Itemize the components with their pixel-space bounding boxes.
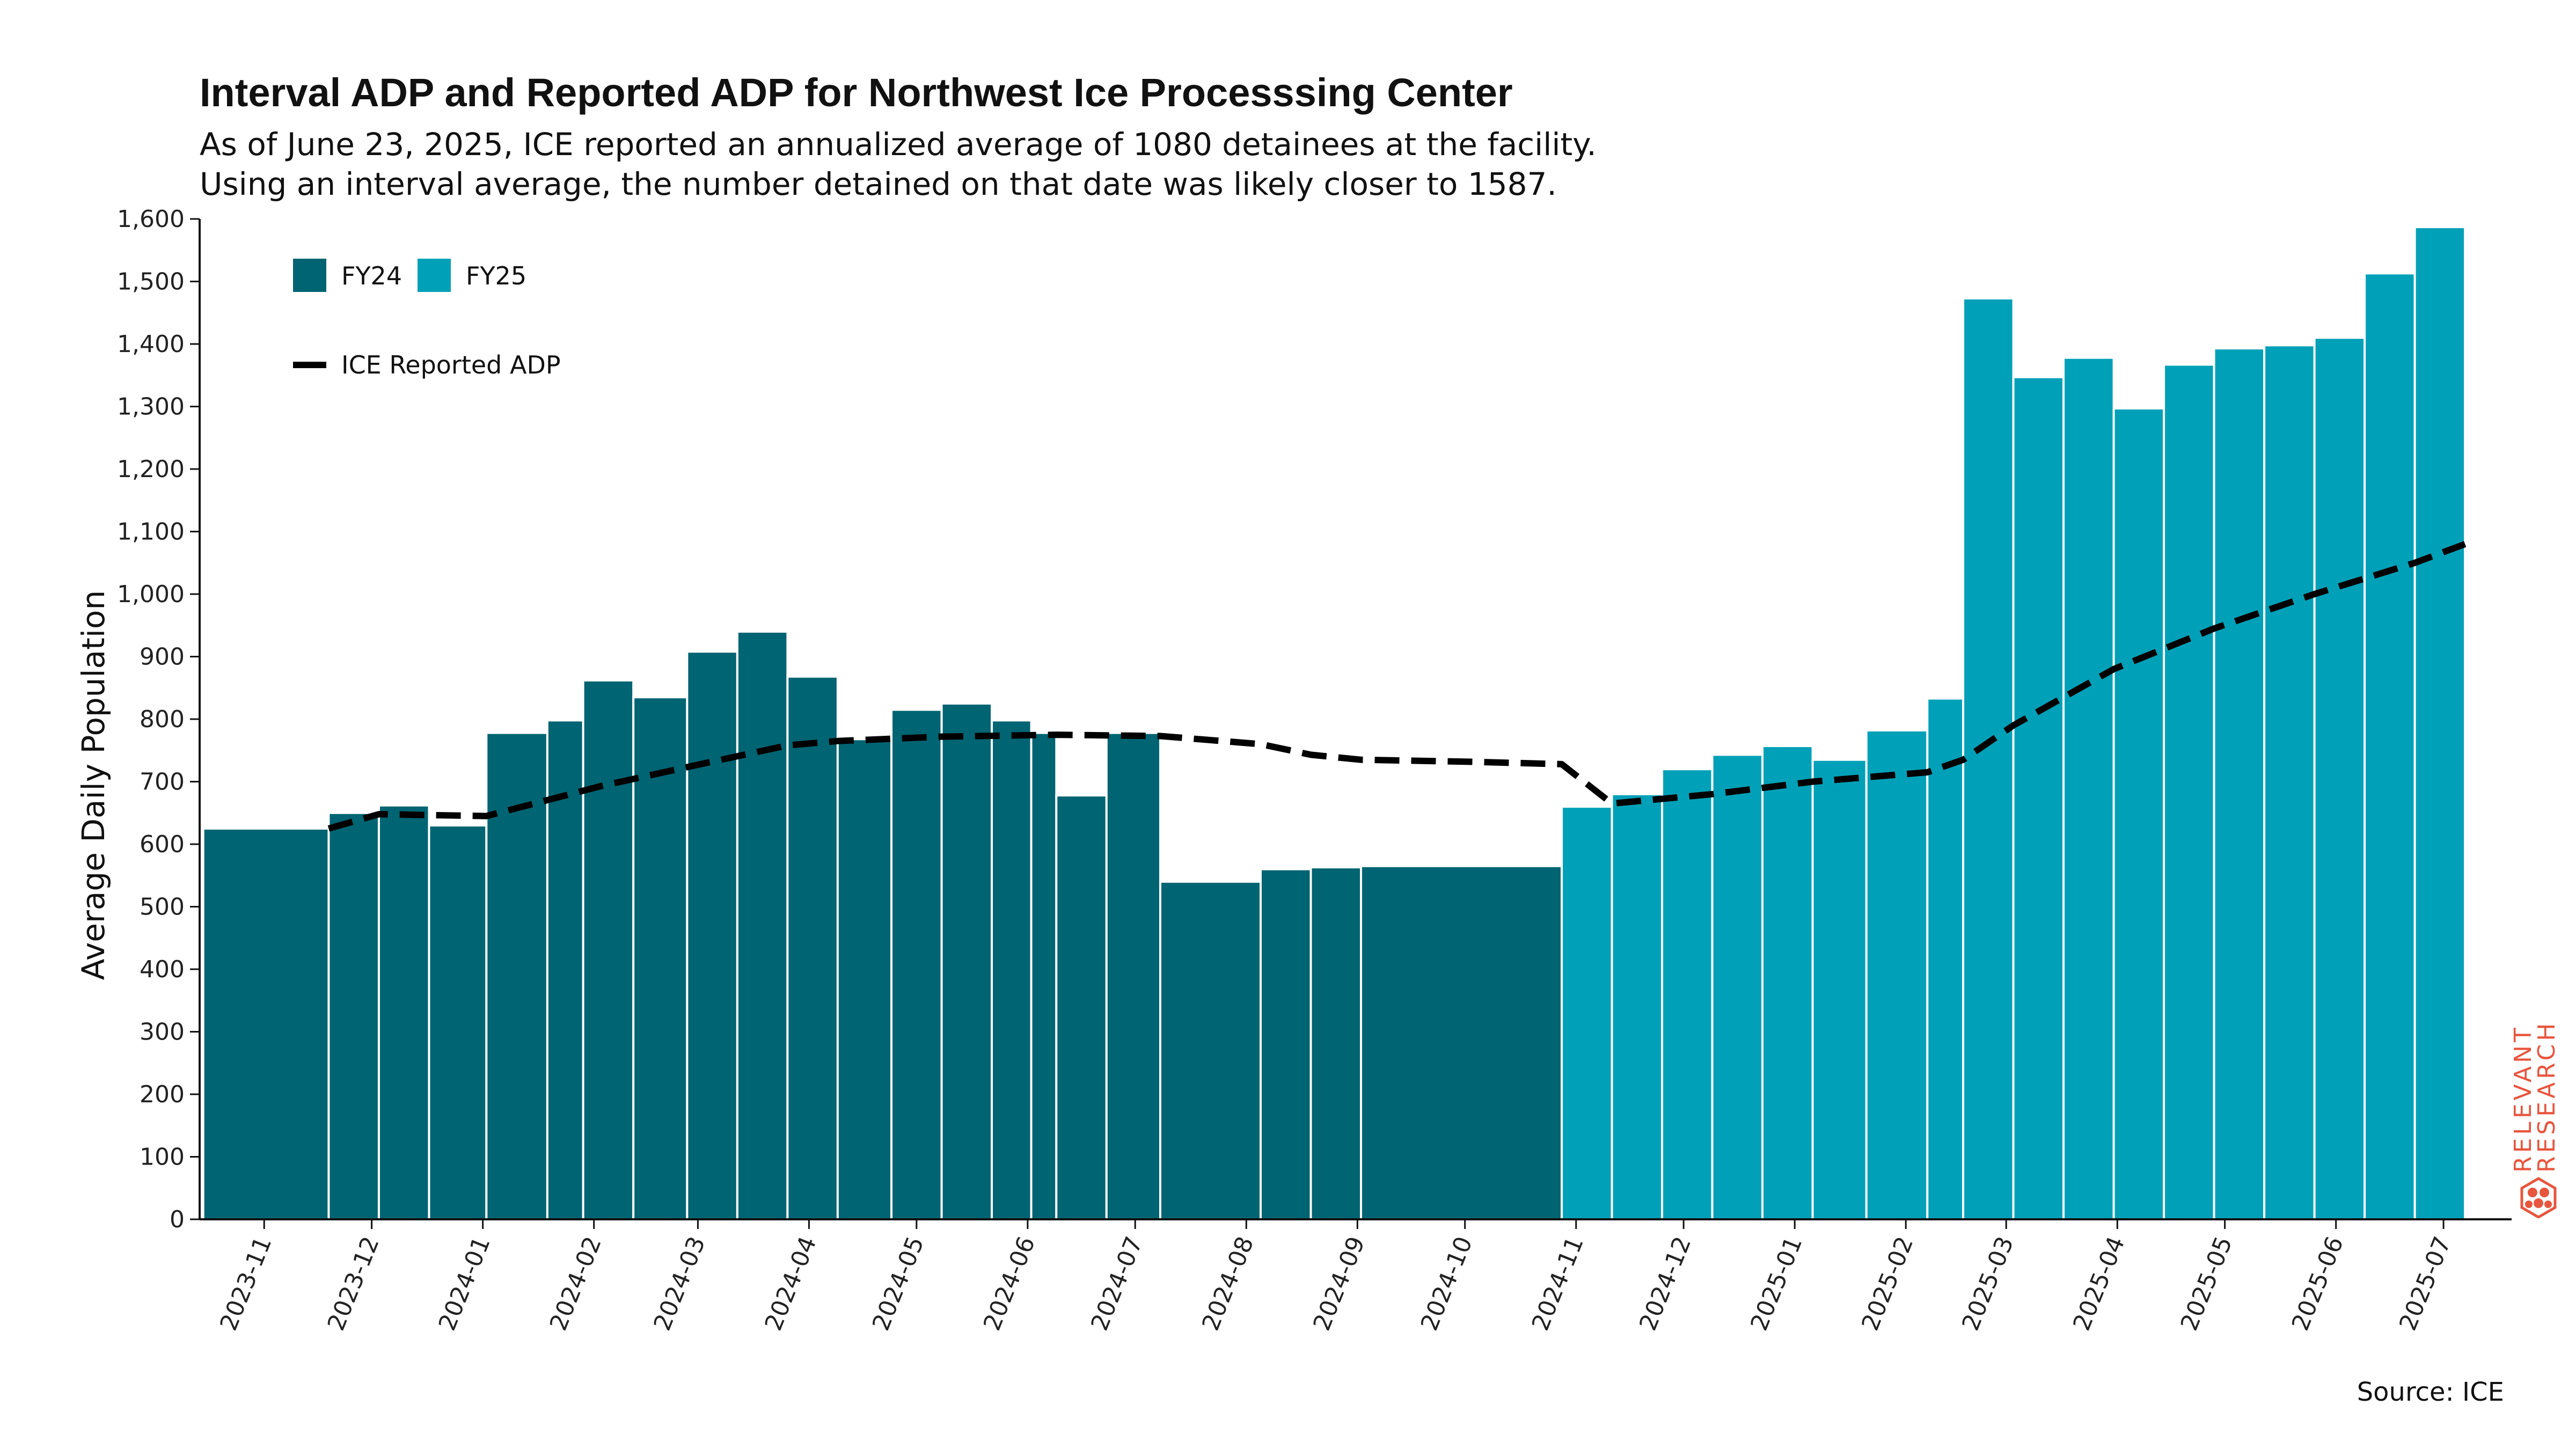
legend-label-fy24: FY24 bbox=[341, 261, 402, 290]
bar-fy25-10 bbox=[2062, 356, 2115, 1220]
y-tick-label-300: 300 bbox=[140, 1019, 185, 1046]
x-tick-label-2024-02: 2024-02 bbox=[545, 1233, 607, 1335]
y-tick-label-900: 900 bbox=[140, 643, 185, 671]
bar-fy24-7 bbox=[632, 696, 689, 1220]
bar-fy25-8 bbox=[1962, 297, 2015, 1221]
bar-fy25-14 bbox=[2263, 344, 2316, 1221]
bar-fy25-12 bbox=[2163, 363, 2215, 1221]
subtitle-line-2: Using an interval average, the number de… bbox=[200, 166, 1557, 202]
x-tick-label-2024-12: 2024-12 bbox=[1634, 1233, 1696, 1335]
bar-fy25-4 bbox=[1761, 745, 1814, 1220]
y-tick-label-1000: 1,000 bbox=[117, 581, 185, 608]
y-tick-label-600: 600 bbox=[140, 831, 185, 858]
y-tick-label-500: 500 bbox=[140, 894, 185, 921]
y-tick-label-1600: 1,600 bbox=[117, 206, 185, 233]
relevant-research-logo: RELEVANT RESEARCH bbox=[2501, 993, 2576, 1219]
x-tick-label-2025-06: 2025-06 bbox=[2287, 1233, 2349, 1335]
hexagon-logo-icon bbox=[2520, 1177, 2557, 1219]
bar-fy24-14 bbox=[991, 719, 1033, 1220]
bar-fy25-1 bbox=[1611, 793, 1664, 1221]
x-tick-label-2024-11: 2024-11 bbox=[1527, 1233, 1589, 1335]
x-tick-label-2024-06: 2024-06 bbox=[978, 1233, 1041, 1335]
bar-fy24-2 bbox=[377, 804, 430, 1220]
ice-reported-adp-line bbox=[327, 541, 2467, 832]
reported-adp-line-layer bbox=[327, 541, 2467, 832]
bar-fy24-16 bbox=[1055, 794, 1108, 1220]
legend: FY24 FY25 ICE Reported ADP bbox=[293, 259, 561, 379]
bar-fy24-12 bbox=[890, 708, 943, 1220]
x-tick-label-2024-03: 2024-03 bbox=[648, 1233, 711, 1335]
y-tick-label-0: 0 bbox=[170, 1206, 185, 1233]
y-tick-label-100: 100 bbox=[140, 1144, 185, 1171]
x-tick-label-2024-05: 2024-05 bbox=[867, 1233, 930, 1335]
x-tick-label-2024-04: 2024-04 bbox=[759, 1233, 822, 1335]
legend-swatch-fy25 bbox=[418, 259, 451, 292]
bar-fy25-11 bbox=[2112, 407, 2165, 1220]
bar-fy25-15 bbox=[2313, 336, 2366, 1220]
x-tick-label-2023-12: 2023-12 bbox=[323, 1233, 385, 1335]
legend-label-reported-adp: ICE Reported ADP bbox=[341, 350, 561, 379]
y-tick-label-200: 200 bbox=[140, 1081, 185, 1108]
chart-subtitle: As of June 23, 2025, ICE reported an ann… bbox=[200, 125, 1597, 204]
bar-fy25-2 bbox=[1661, 768, 1714, 1220]
subtitle-line-1: As of June 23, 2025, ICE reported an ann… bbox=[200, 126, 1597, 163]
bar-fy24-0 bbox=[202, 827, 330, 1220]
x-tick-label-2025-04: 2025-04 bbox=[2068, 1233, 2130, 1335]
bar-fy25-0 bbox=[1561, 806, 1613, 1220]
x-tick-label-2025-02: 2025-02 bbox=[1856, 1233, 1919, 1335]
y-tick-label-1100: 1,100 bbox=[117, 518, 185, 546]
x-tick-label-2025-07: 2025-07 bbox=[2394, 1233, 2456, 1335]
chart-title: Interval ADP and Reported ADP for Northw… bbox=[200, 70, 1513, 115]
x-tick-label-2024-08: 2024-08 bbox=[1197, 1233, 1259, 1335]
bar-fy24-10 bbox=[786, 675, 839, 1220]
brand-line-2: RESEARCH bbox=[2533, 1020, 2560, 1173]
bar-fy24-17 bbox=[1105, 731, 1161, 1220]
bar-fy24-3 bbox=[428, 824, 488, 1221]
bar-fy24-13 bbox=[940, 702, 993, 1220]
bar-fy25-17 bbox=[2413, 226, 2467, 1220]
bar-fy25-7 bbox=[1926, 697, 1965, 1221]
x-tick-label-2025-05: 2025-05 bbox=[2176, 1233, 2238, 1335]
bar-fy24-21 bbox=[1360, 865, 1563, 1220]
bar-fy24-6 bbox=[582, 679, 635, 1220]
bar-fy25-16 bbox=[2363, 272, 2416, 1221]
bar-fy25-3 bbox=[1711, 753, 1764, 1220]
x-tick-label-2024-07: 2024-07 bbox=[1086, 1233, 1148, 1335]
legend-swatch-fy24 bbox=[293, 259, 326, 292]
y-tick-label-1500: 1,500 bbox=[117, 268, 185, 296]
y-tick-label-400: 400 bbox=[140, 956, 185, 983]
y-tick-label-1400: 1,400 bbox=[117, 331, 185, 358]
x-tick-label-2025-03: 2025-03 bbox=[1957, 1233, 2019, 1335]
x-tick-label-2023-11: 2023-11 bbox=[215, 1233, 277, 1335]
bar-fy25-5 bbox=[1811, 758, 1868, 1220]
x-tick-label-2024-09: 2024-09 bbox=[1308, 1233, 1370, 1335]
x-tick-label-2025-01: 2025-01 bbox=[1745, 1233, 1807, 1335]
bar-fy24-8 bbox=[686, 650, 738, 1220]
bar-fy25-13 bbox=[2213, 347, 2266, 1220]
y-tick-label-700: 700 bbox=[140, 769, 185, 796]
bar-fy24-1 bbox=[327, 811, 380, 1220]
y-tick-label-800: 800 bbox=[140, 706, 185, 733]
bar-fy25-9 bbox=[2012, 376, 2065, 1220]
bar-fy24-15 bbox=[1030, 731, 1058, 1220]
brand-line-1: RELEVANT bbox=[2509, 1024, 2537, 1173]
y-tick-label-1200: 1,200 bbox=[117, 456, 185, 483]
source-note: Source: ICE bbox=[2357, 1377, 2504, 1407]
y-axis-label: Average Daily Population bbox=[75, 590, 112, 980]
bar-fy24-18 bbox=[1159, 880, 1262, 1220]
bar-fy24-19 bbox=[1260, 868, 1312, 1220]
bar-fy24-9 bbox=[736, 630, 789, 1220]
x-tick-label-2024-01: 2024-01 bbox=[434, 1233, 496, 1335]
y-tick-label-1300: 1,300 bbox=[117, 393, 185, 421]
bar-fy24-20 bbox=[1309, 866, 1363, 1220]
bar-fy25-6 bbox=[1865, 729, 1929, 1220]
bar-fy24-11 bbox=[836, 738, 893, 1220]
legend-label-fy25: FY25 bbox=[466, 261, 526, 290]
x-tick-label-2024-10: 2024-10 bbox=[1416, 1233, 1478, 1335]
